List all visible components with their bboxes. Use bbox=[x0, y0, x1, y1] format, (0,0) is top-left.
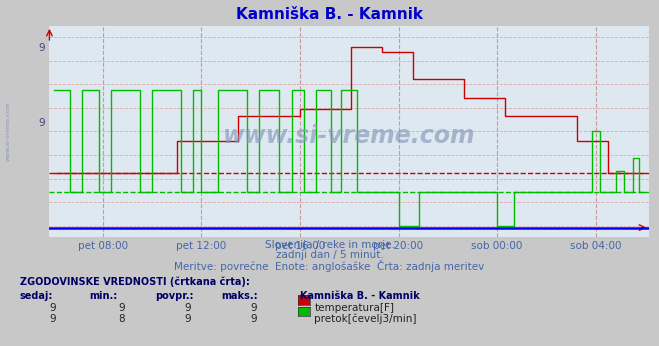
Text: 8: 8 bbox=[119, 314, 125, 324]
Text: povpr.:: povpr.: bbox=[155, 291, 193, 301]
Text: zadnji dan / 5 minut.: zadnji dan / 5 minut. bbox=[275, 250, 384, 260]
Text: www.si-vreme.com: www.si-vreme.com bbox=[6, 102, 11, 161]
Text: 9: 9 bbox=[119, 303, 125, 313]
Text: 9: 9 bbox=[49, 303, 56, 313]
Text: 9: 9 bbox=[250, 314, 257, 324]
Text: 9: 9 bbox=[49, 314, 56, 324]
Text: 9: 9 bbox=[250, 303, 257, 313]
Text: maks.:: maks.: bbox=[221, 291, 258, 301]
Text: pretok[čevelj3/min]: pretok[čevelj3/min] bbox=[314, 314, 417, 324]
Text: temperatura[F]: temperatura[F] bbox=[314, 303, 394, 313]
Text: Slovenija / reke in morje.: Slovenija / reke in morje. bbox=[264, 240, 395, 251]
Text: 9: 9 bbox=[185, 303, 191, 313]
Text: min.:: min.: bbox=[89, 291, 117, 301]
Text: 9: 9 bbox=[185, 314, 191, 324]
Text: Meritve: povrečne  Enote: anglošaške  Črta: zadnja meritev: Meritve: povrečne Enote: anglošaške Črta… bbox=[175, 260, 484, 272]
Text: Kamniška B. - Kamnik: Kamniška B. - Kamnik bbox=[300, 291, 420, 301]
Text: sedaj:: sedaj: bbox=[20, 291, 53, 301]
Text: ZGODOVINSKE VREDNOSTI (črtkana črta):: ZGODOVINSKE VREDNOSTI (črtkana črta): bbox=[20, 277, 250, 287]
Text: www.si-vreme.com: www.si-vreme.com bbox=[223, 124, 476, 148]
Text: Kamniška B. - Kamnik: Kamniška B. - Kamnik bbox=[236, 7, 423, 22]
